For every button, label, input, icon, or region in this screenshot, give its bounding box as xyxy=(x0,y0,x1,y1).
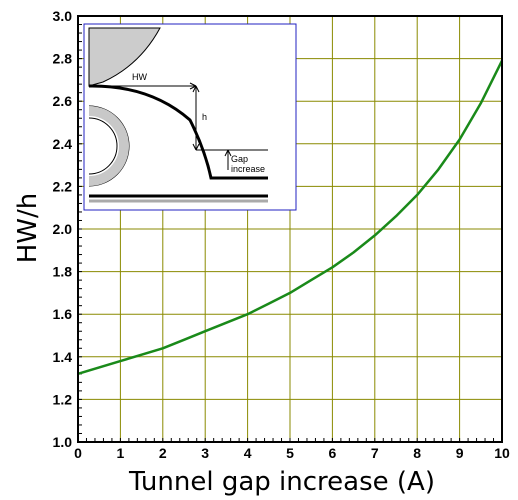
y-tick-label: 2.4 xyxy=(53,136,73,152)
x-tick-label: 2 xyxy=(159,445,167,461)
y-tick-label: 1.2 xyxy=(53,391,73,407)
y-tick-label: 2.8 xyxy=(53,51,73,67)
x-tick-label: 8 xyxy=(413,445,421,461)
inset-hw-label: HW xyxy=(132,72,147,82)
y-tick-label: 2.0 xyxy=(53,221,73,237)
inset-diagram: HW h Gap increase xyxy=(83,23,297,211)
x-tick-label: 5 xyxy=(286,445,294,461)
inset-gap-arrowhead xyxy=(224,149,232,157)
inset-hw-arrowhead xyxy=(189,82,197,90)
y-tick-label: 1.4 xyxy=(53,349,73,365)
plot-frame xyxy=(77,15,503,443)
y-tick-label: 2.6 xyxy=(53,93,73,109)
x-tick-label: 3 xyxy=(201,445,209,461)
x-tick-label: 0 xyxy=(74,445,82,461)
inset-h-label: h xyxy=(202,112,207,122)
x-axis-title: Tunnel gap increase (A) xyxy=(128,467,435,497)
y-tick-label: 2.2 xyxy=(53,178,73,194)
series-line-0 xyxy=(77,60,504,375)
inset-h-arrowhead-bottom xyxy=(192,143,200,151)
y-axis-title: HW/h xyxy=(13,193,43,264)
inset-profile-curve xyxy=(88,84,268,180)
y-tick-label: 1.0 xyxy=(53,434,73,450)
x-tick-label: 10 xyxy=(494,445,510,461)
y-tick-label: 1.6 xyxy=(53,306,73,322)
x-tick-label: 1 xyxy=(117,445,125,461)
x-tick-label: 6 xyxy=(329,445,337,461)
series-layer xyxy=(77,60,504,375)
x-tick-labels: 0 1 2 3 4 5 6 7 8 9 10 xyxy=(74,445,510,461)
inset-gap-label-1: Gap xyxy=(231,154,248,164)
inset-ring-inner xyxy=(88,117,118,175)
y-tick-labels: 1.0 1.2 1.4 1.6 1.8 2.0 2.2 2.4 2.6 2.8 3.0 xyxy=(53,8,73,450)
y-tick-label: 1.8 xyxy=(53,264,73,280)
y-tick-label: 3.0 xyxy=(53,8,73,24)
x-tick-label: 4 xyxy=(244,445,252,461)
x-tick-label: 7 xyxy=(371,445,379,461)
inset-h-arrowhead-top xyxy=(192,85,200,93)
inset-gap-label-2: increase xyxy=(231,164,265,174)
x-tick-label: 9 xyxy=(456,445,464,461)
inset-ring xyxy=(88,106,129,186)
